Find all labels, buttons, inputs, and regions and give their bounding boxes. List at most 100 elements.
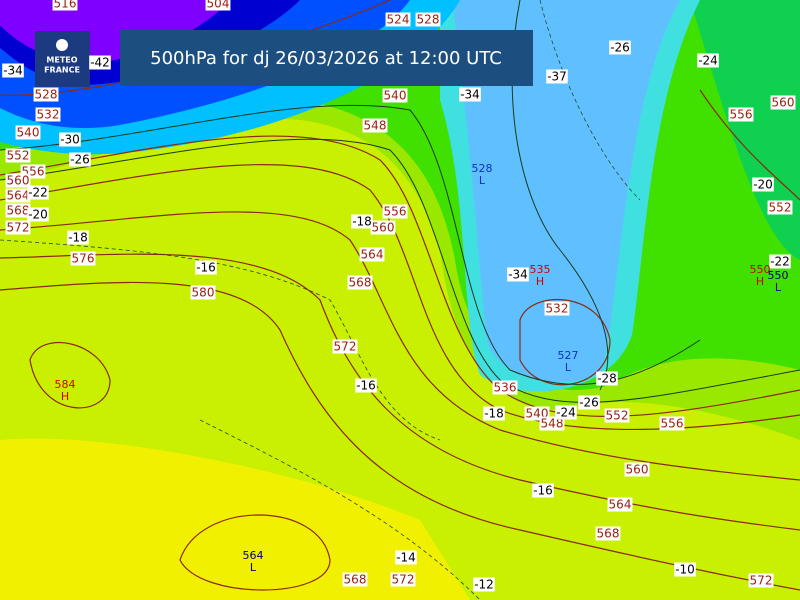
temperature-label-bg bbox=[473, 577, 495, 592]
temperature-label: -22 bbox=[28, 186, 48, 200]
isohypse-label: 540 bbox=[17, 126, 40, 140]
center-type: H bbox=[756, 275, 764, 288]
isohypse-label-bg bbox=[382, 204, 408, 219]
temperature-label: -16 bbox=[356, 379, 376, 393]
temperature-label-bg bbox=[2, 63, 24, 78]
temperature-label-bg bbox=[355, 378, 377, 393]
isohypse-label-bg bbox=[770, 95, 796, 110]
isohypse-label: 532 bbox=[37, 108, 60, 122]
temperature-label-bg bbox=[459, 87, 481, 102]
isohypse-label-bg bbox=[5, 148, 31, 163]
isohypse-label-bg bbox=[52, 0, 78, 11]
isohypse-label-bg bbox=[359, 247, 385, 262]
isohypse-label: 568 bbox=[344, 573, 367, 587]
isohypse-label: 572 bbox=[750, 574, 773, 588]
center-type: L bbox=[775, 281, 782, 294]
logo-icon bbox=[56, 39, 68, 51]
isohypse-label-bg bbox=[607, 497, 633, 512]
isohypse-label-bg bbox=[33, 87, 59, 102]
center-value: 550 bbox=[750, 263, 771, 276]
temperature-label-bg bbox=[395, 550, 417, 565]
temperature-label: -18 bbox=[352, 215, 372, 229]
temperature-label-bg bbox=[555, 405, 577, 420]
temperature-label: -16 bbox=[533, 484, 553, 498]
temperature-label: -30 bbox=[60, 133, 80, 147]
isohypse-label: 560 bbox=[372, 221, 395, 235]
isohypse-label-bg bbox=[35, 107, 61, 122]
isohypse-label: 528 bbox=[35, 88, 58, 102]
logo-text: METEO bbox=[46, 56, 77, 65]
isohypse-label-bg bbox=[332, 339, 358, 354]
temperature-label-bg bbox=[752, 177, 774, 192]
isohypse-label: 504 bbox=[207, 0, 230, 11]
isohypse-label-bg bbox=[390, 572, 416, 587]
temperature-label: -26 bbox=[610, 41, 630, 55]
isohypse-label: 572 bbox=[334, 340, 357, 354]
logo: METEO FRANCE bbox=[35, 31, 90, 87]
temperature-label-bg bbox=[507, 267, 529, 282]
temperature-label-bg bbox=[697, 53, 719, 68]
title-box bbox=[120, 30, 533, 86]
isohypse-label-bg bbox=[385, 12, 411, 27]
isohypse-label: 568 bbox=[597, 527, 620, 541]
isohypse-label-bg bbox=[382, 88, 408, 103]
temperature-label: -24 bbox=[556, 406, 576, 420]
isohypse-label-bg bbox=[342, 572, 368, 587]
title: 500hPa for dj 26/03/2026 at 12:00 UTC bbox=[150, 48, 502, 69]
isohypse-label-bg bbox=[492, 380, 518, 395]
isohypse-label: 556 bbox=[661, 417, 684, 431]
isohypse-label-bg bbox=[604, 408, 630, 423]
temperature-label: -34 bbox=[508, 268, 528, 282]
center-type: L bbox=[565, 361, 572, 374]
isohypse-label-bg bbox=[415, 12, 441, 27]
temperature-label-bg bbox=[67, 230, 89, 245]
temperature-label-bg bbox=[483, 406, 505, 421]
isohypse-label: 540 bbox=[384, 89, 407, 103]
temperature-label: -10 bbox=[675, 563, 695, 577]
isohypse-label: 552 bbox=[7, 149, 30, 163]
isohypse-label-bg bbox=[362, 118, 388, 133]
isohypse-label-bg bbox=[70, 251, 96, 266]
center-type: H bbox=[61, 390, 69, 403]
temperature-label: -34 bbox=[460, 88, 480, 102]
temperature-label: -18 bbox=[68, 231, 88, 245]
temperature-label: -26 bbox=[579, 396, 599, 410]
temperature-label-bg bbox=[27, 207, 49, 222]
center-value: 584 bbox=[55, 378, 76, 391]
isohypse-label: 572 bbox=[7, 221, 30, 235]
temperature-label-bg bbox=[674, 562, 696, 577]
isohypse-label: 564 bbox=[7, 189, 30, 203]
center-value: 528 bbox=[472, 162, 493, 175]
isohypse-label-bg bbox=[15, 125, 41, 140]
isohypse-label-bg bbox=[748, 573, 774, 588]
temperature-label-bg bbox=[69, 152, 91, 167]
temperature-label: -22 bbox=[770, 255, 790, 269]
center-value: 564 bbox=[243, 549, 264, 562]
isohypse-label-bg bbox=[190, 285, 216, 300]
isohypse-label-bg bbox=[539, 416, 565, 431]
isohypse-label: 568 bbox=[7, 204, 30, 218]
temperature-label: -16 bbox=[196, 261, 216, 275]
isohypse-label: 552 bbox=[769, 201, 792, 215]
temperature-label: -26 bbox=[70, 153, 90, 167]
isohypse-label-bg bbox=[767, 200, 793, 215]
temperature-label-bg bbox=[27, 185, 49, 200]
isohypse-label: 524 bbox=[387, 13, 410, 27]
isohypse-label-bg bbox=[370, 220, 396, 235]
temperature-label: -37 bbox=[547, 70, 567, 84]
isohypse-label: 536 bbox=[494, 381, 517, 395]
center-type: H bbox=[536, 275, 544, 288]
region-yellow bbox=[0, 438, 470, 600]
isohypse-label-bg bbox=[5, 188, 31, 203]
temperature-label-bg bbox=[546, 69, 568, 84]
temperature-label: -42 bbox=[90, 56, 110, 70]
isohypse-label: 532 bbox=[546, 302, 569, 316]
temperature-label: -34 bbox=[3, 64, 23, 78]
isohypse-label: 516 bbox=[54, 0, 77, 11]
isohypse-label-bg bbox=[5, 220, 31, 235]
isohypse-label: 528 bbox=[417, 13, 440, 27]
isohypse-label: 556 bbox=[384, 205, 407, 219]
temperature-label: -20 bbox=[753, 178, 773, 192]
region-light-blue bbox=[452, 0, 680, 382]
temperature-label-bg bbox=[609, 40, 631, 55]
